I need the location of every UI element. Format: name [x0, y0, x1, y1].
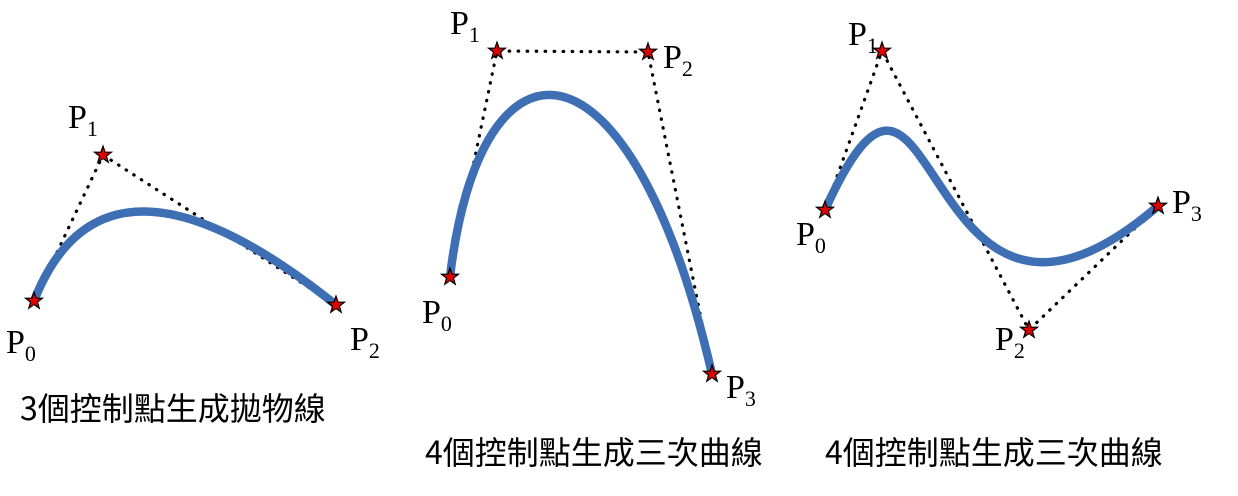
- svg-text:4個控制點生成三次曲線: 4個控制點生成三次曲線: [825, 428, 1163, 474]
- svg-text:3個控制點生成拋物線: 3個控制點生成拋物線: [20, 384, 326, 430]
- svg-text:4個控制點生成三次曲線: 4個控制點生成三次曲線: [425, 428, 763, 474]
